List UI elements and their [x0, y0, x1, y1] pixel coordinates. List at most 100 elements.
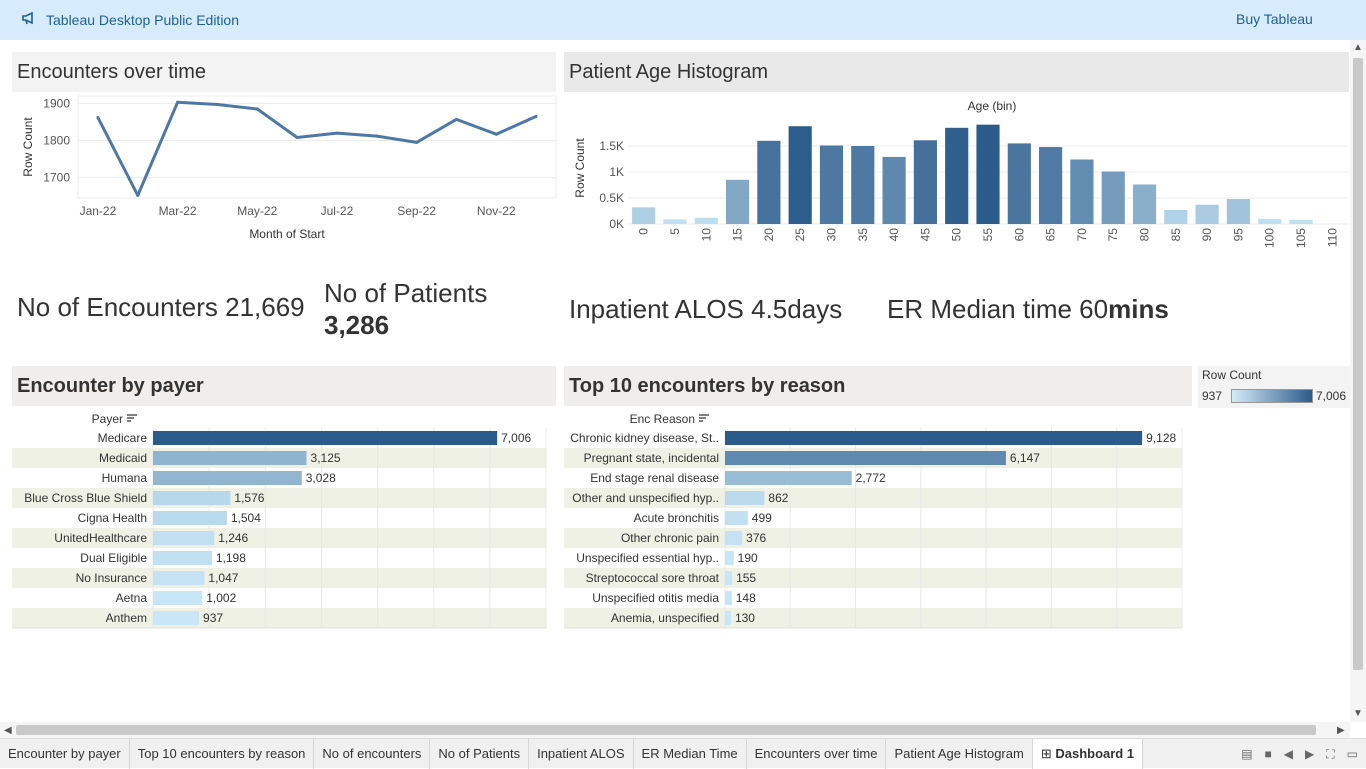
reason-value-label: 6,147: [1010, 451, 1040, 465]
line-point: [454, 117, 458, 121]
reason-value-label: 130: [735, 611, 755, 625]
payer-row-band: [12, 528, 546, 548]
hist-bar: [1195, 204, 1219, 224]
reason-value-label: 376: [746, 531, 766, 545]
payer-value-label: 1,198: [216, 551, 246, 565]
scroll-right-icon[interactable]: ▶: [1337, 725, 1345, 736]
payer-category-label: Blue Cross Blue Shield: [24, 491, 147, 505]
hist-bar: [632, 207, 656, 224]
line-chart[interactable]: 1700 1800 1900 Jan-22 Mar-22 May-22 Jul-22 Sep-…: [12, 92, 558, 252]
line-y-tick: 1800: [43, 134, 70, 148]
payer-category-label: Anthem: [106, 611, 147, 625]
reason-row-band: [564, 488, 1182, 508]
hist-bar: [882, 156, 906, 224]
hist-x-tick: 65: [1044, 228, 1058, 242]
hist-x-tick: 50: [950, 228, 964, 242]
hist-x-tick: 75: [1106, 228, 1120, 242]
reason-bar: [725, 611, 731, 625]
sheet-tab[interactable]: Top 10 encounters by reason: [130, 739, 315, 769]
payer-category-label: Humana: [102, 471, 148, 485]
payer-row-band: [12, 568, 546, 588]
age-histogram-chart[interactable]: Age (bin) 0K 0.5K 1K 1.5K 0 5 10 15 20 25 30 35 40 45 5…: [564, 92, 1350, 262]
payer-value-label: 3,125: [311, 451, 341, 465]
hist-x-tick: 105: [1294, 228, 1308, 248]
sheet-tab[interactable]: Encounters over time: [747, 739, 887, 769]
prev-sheet-icon[interactable]: ◀: [1283, 747, 1294, 761]
sheet-tab-label: Patient Age Histogram: [894, 746, 1024, 761]
color-legend: Row Count 937 7,006: [1198, 366, 1350, 408]
line-point: [534, 114, 538, 118]
payer-bar-chart[interactable]: Payer Medicare 7,006 Medicaid 3,125 Humana 3,0…: [12, 408, 558, 632]
sheet-tab[interactable]: No of Patients: [430, 739, 530, 769]
panel-title-age-histogram: Patient Age Histogram: [564, 52, 1349, 92]
next-sheet-icon[interactable]: ▶: [1305, 747, 1315, 761]
line-point: [96, 116, 100, 120]
reason-bar: [725, 451, 1006, 465]
payer-bar: [153, 451, 307, 465]
line-y-label: Row Count: [21, 117, 35, 177]
kpi-er-suffix: mins: [1108, 294, 1169, 324]
scroll-left-icon[interactable]: ◀: [4, 725, 12, 736]
line-point: [415, 140, 419, 144]
fullscreen-icon[interactable]: ⛶: [1326, 747, 1335, 761]
scroll-up-icon[interactable]: ▲: [1353, 42, 1363, 53]
brand[interactable]: Tableau Desktop Public Edition: [22, 11, 239, 28]
hist-x-tick: 100: [1263, 228, 1277, 248]
payer-value-label: 1,246: [218, 531, 248, 545]
reason-row-band: [564, 528, 1182, 548]
buy-tableau-link[interactable]: Buy Tableau: [1236, 11, 1313, 27]
hist-y-tick: 1.5K: [599, 139, 624, 153]
payer-value-label: 3,028: [306, 471, 336, 485]
hist-x-tick: 45: [918, 228, 932, 242]
hist-bar: [1039, 147, 1063, 224]
sheet-tab-label: Encounter by payer: [8, 746, 121, 761]
sheet-tab-label: Top 10 encounters by reason: [137, 746, 306, 761]
reason-bar-chart[interactable]: Enc Reason Chronic kidney disease, St.. 9,…: [564, 408, 1194, 632]
hist-x-tick: 40: [887, 228, 901, 242]
payer-row-band: [12, 488, 546, 508]
reason-bar: [725, 431, 1143, 445]
hist-x-tick: 35: [856, 228, 870, 242]
presentation-icon[interactable]: ▭: [1346, 747, 1358, 761]
payer-value-label: 7,006: [501, 431, 531, 445]
hist-bar: [819, 145, 844, 224]
filmstrip-icon[interactable]: ■: [1264, 747, 1272, 761]
sheet-tab[interactable]: Encounter by payer: [0, 739, 130, 769]
scroll-down-icon[interactable]: ▼: [1353, 708, 1363, 719]
line-y-tick: 1700: [43, 171, 70, 185]
hist-x-tick: 15: [731, 228, 745, 242]
payer-bar: [153, 431, 498, 445]
sheet-tab[interactable]: Patient Age Histogram: [886, 739, 1033, 769]
show-sheets-icon[interactable]: ▤: [1241, 747, 1253, 761]
hist-x-tick: 0: [637, 228, 651, 235]
payer-value-label: 1,576: [234, 491, 264, 505]
line-point: [375, 134, 379, 138]
payer-bar: [153, 511, 227, 525]
hist-bar: [1289, 219, 1313, 224]
horizontal-scroll-thumb[interactable]: [16, 725, 1316, 735]
payer-bar: [153, 491, 231, 505]
line-point: [335, 131, 339, 135]
reason-value-label: 190: [738, 551, 758, 565]
kpi-inpatient-alos: Inpatient ALOS 4.5days: [569, 294, 843, 324]
reason-value-label: 499: [752, 511, 772, 525]
kpi-er-median-time: ER Median time 60mins: [887, 294, 1169, 325]
line-point: [295, 136, 299, 140]
kpi-er-prefix: ER Median time 60: [887, 294, 1109, 324]
horizontal-scrollbar[interactable]: [0, 722, 1350, 738]
line-point: [255, 107, 259, 111]
sheet-tab[interactable]: Inpatient ALOS: [529, 739, 634, 769]
payer-bar: [153, 571, 205, 585]
legend-title: Row Count: [1202, 368, 1262, 382]
sheet-tab[interactable]: No of encounters: [314, 739, 431, 769]
vertical-scroll-thumb[interactable]: [1353, 58, 1363, 670]
reason-category-label: Other and unspecified hyp..: [572, 491, 719, 505]
hist-bar: [976, 124, 1000, 224]
hist-bar: [851, 146, 875, 224]
hist-x-tick: 80: [1138, 228, 1152, 242]
line-x-tick: Jul-22: [321, 204, 354, 218]
sheet-tab[interactable]: ⊞ Dashboard 1: [1032, 739, 1144, 769]
hist-bar: [757, 140, 781, 224]
sheet-tab[interactable]: ER Median Time: [634, 739, 747, 769]
vertical-scrollbar[interactable]: [1350, 40, 1366, 722]
